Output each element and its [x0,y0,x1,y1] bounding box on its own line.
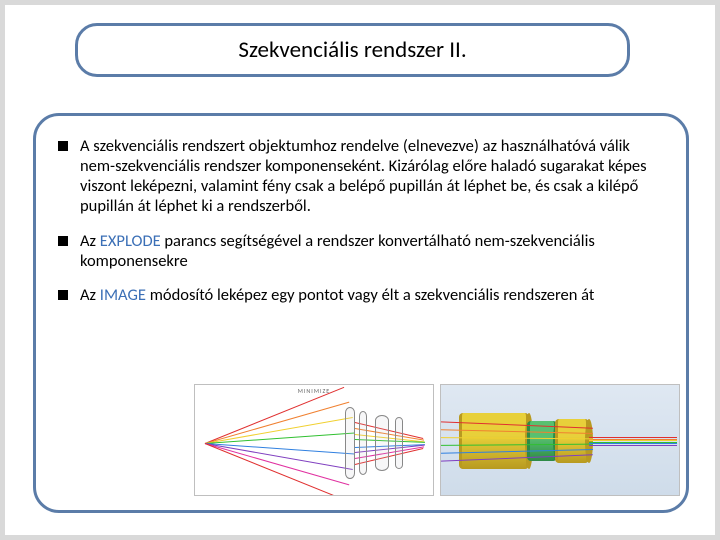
bullet-text-post: módosító leképez egy pontot vagy élt a s… [146,285,594,305]
bullet-text-pre: Az [80,231,100,251]
bullet-item: A szekvenciális rendszert objektumhoz re… [58,136,664,217]
bullet-item: Az IMAGE módosító leképez egy pontot vag… [58,285,664,305]
figure-ray-diagram: MINIMIZE [194,384,434,496]
title-box: Szekvenciális rendszer II. [75,23,630,77]
bullet-item: Az EXPLODE parancs segítségével a rendsz… [58,231,664,271]
bullet-list: A szekvenciális rendszert objektumhoz re… [58,136,664,305]
bullet-text: A szekvenciális rendszert objektumhoz re… [80,136,647,216]
keyword-image: IMAGE [100,285,146,305]
body-box: A szekvenciális rendszert objektumhoz re… [33,113,689,513]
bullet-text-pre: Az [80,285,100,305]
keyword-explode: EXPLODE [100,231,161,251]
figure-lens-barrel [440,384,680,496]
slide-title: Szekvenciális rendszer II. [238,36,466,64]
figure-row: MINIMIZE [194,384,680,496]
